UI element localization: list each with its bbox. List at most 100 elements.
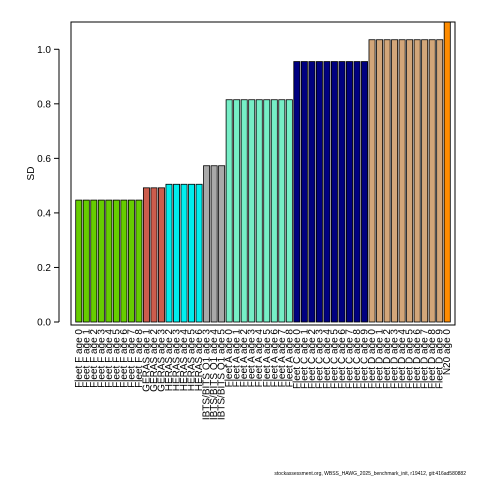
- x-tick-label: Fleet C age 0: [292, 329, 303, 389]
- bar-43: [398, 39, 406, 323]
- bar-10: [150, 187, 158, 323]
- x-tick-label: Fleet C age 6: [337, 329, 348, 389]
- bar-8: [135, 199, 143, 323]
- x-tick-label: Fleet F age 0: [74, 329, 85, 388]
- x-tick-label: N20 age 0: [442, 329, 453, 376]
- bar-47: [428, 39, 436, 323]
- bar-22: [240, 99, 248, 323]
- bar-45: [413, 39, 421, 323]
- bar-33: [323, 61, 331, 323]
- bar-9: [142, 187, 150, 323]
- x-tick-label: Fleet A age 6: [269, 329, 280, 388]
- x-tick-label: Fleet F age 1: [81, 329, 92, 388]
- bar-1: [82, 199, 90, 323]
- x-tick-label: Fleet C age 2: [307, 329, 318, 389]
- bar-37: [353, 61, 361, 323]
- bar-3: [97, 199, 105, 323]
- x-tick-label: Fleet D age 0: [367, 329, 378, 389]
- bar-24: [255, 99, 263, 323]
- x-tick-label: Fleet A age 1: [232, 329, 243, 388]
- bar-38: [361, 61, 368, 323]
- bar-46: [421, 39, 429, 323]
- x-tick-label: IBTS/BITS Q1 age 3: [202, 329, 213, 421]
- bar-27: [278, 99, 286, 323]
- bar-15: [188, 183, 196, 323]
- x-tick-label: IBTS/BITS Q1 age 5: [217, 329, 228, 421]
- bar-29: [293, 61, 301, 323]
- x-tick-label: Fleet D age 2: [382, 329, 393, 389]
- x-tick-label: Fleet A age 0: [224, 329, 235, 388]
- y-tick-label: 0.6: [37, 154, 51, 165]
- x-tick-label: Fleet A age 7: [277, 329, 288, 388]
- x-tick-label: Fleet A age 8: [284, 329, 295, 388]
- bar-2: [90, 199, 98, 323]
- bar-21: [233, 99, 241, 323]
- bar-44: [406, 39, 414, 323]
- bar-23: [248, 99, 256, 323]
- bar-12: [165, 183, 173, 323]
- x-tick-label: Fleet A age 3: [247, 329, 258, 388]
- bar-31: [308, 61, 316, 323]
- x-tick-label: GERAS age 1: [141, 329, 152, 392]
- bar-5: [112, 199, 120, 323]
- x-tick-label: Fleet C age 4: [322, 329, 333, 389]
- bar-0: [75, 199, 83, 323]
- x-tick-label: Fleet F age 3: [96, 329, 107, 388]
- x-tick-label: HERAS age 5: [187, 329, 198, 392]
- bar-30: [300, 61, 308, 323]
- x-tick-label: Fleet F age 2: [89, 329, 100, 388]
- bar-26: [270, 99, 278, 323]
- y-tick-label: 0.8: [37, 99, 51, 110]
- bar-18: [210, 165, 218, 323]
- bar-49: [443, 21, 451, 323]
- x-tick-label: Fleet D age 4: [397, 329, 408, 389]
- x-tick-label: Fleet F age 4: [104, 329, 115, 388]
- footer-caption: stockassessment.org, WBSS_HAWG_2025_benc…: [274, 471, 466, 477]
- bars-group: [75, 21, 451, 323]
- bar-36: [346, 61, 353, 323]
- x-tick-label: Fleet C age 8: [352, 329, 363, 389]
- bar-42: [391, 39, 399, 323]
- y-tick-label: 1.0: [37, 45, 51, 56]
- x-tick-label: Fleet A age 5: [262, 329, 273, 388]
- y-axis-title: SD: [26, 167, 37, 181]
- bar-11: [158, 187, 165, 323]
- bar-28: [285, 99, 293, 323]
- bar-13: [173, 183, 180, 323]
- bar-32: [315, 61, 323, 323]
- x-tick-label: Fleet F age 5: [111, 329, 122, 388]
- bar-6: [120, 199, 128, 323]
- bar-20: [225, 99, 233, 323]
- x-tick-label: Fleet D age 5: [405, 329, 416, 389]
- bar-14: [180, 183, 188, 323]
- y-axis: 0.0 0.2 0.4 0.6 0.8 1.0: [37, 45, 60, 329]
- x-tick-label: Fleet D age 3: [390, 329, 401, 389]
- x-tick-label: HERAS age 4: [179, 329, 190, 392]
- bar-19: [218, 165, 226, 323]
- x-tick-label: Fleet A age 2: [239, 329, 250, 388]
- x-tick-label: Fleet C age 3: [314, 329, 325, 389]
- plot-frame: [70, 21, 456, 326]
- bar-4: [105, 199, 113, 323]
- bar-16: [195, 183, 203, 323]
- bar-7: [127, 199, 135, 323]
- x-tick-label: Fleet C age 1: [299, 329, 310, 389]
- x-tick-label: Fleet D age 9: [435, 329, 446, 389]
- y-tick-label: 0.2: [37, 263, 51, 274]
- bar-39: [368, 39, 376, 323]
- x-tick-label: Fleet D age 8: [427, 329, 438, 389]
- x-tick-label: GERAS age 2: [149, 329, 160, 392]
- x-tick-label: GERAS age 3: [156, 329, 167, 392]
- x-tick-label: Fleet A age 4: [254, 329, 265, 388]
- x-tick-label: Fleet D age 1: [375, 329, 386, 389]
- x-tick-label: IBTS/BITS Q1 age 4: [209, 329, 220, 421]
- x-tick-label: Fleet D age 7: [420, 329, 431, 389]
- x-tick-label: HERAS age 2: [164, 329, 175, 392]
- bar-40: [376, 39, 384, 323]
- x-tick-label: Fleet C age 9: [360, 329, 371, 389]
- bar-35: [338, 61, 346, 323]
- x-tick-label: Fleet C age 5: [329, 329, 340, 389]
- bar-17: [203, 165, 211, 323]
